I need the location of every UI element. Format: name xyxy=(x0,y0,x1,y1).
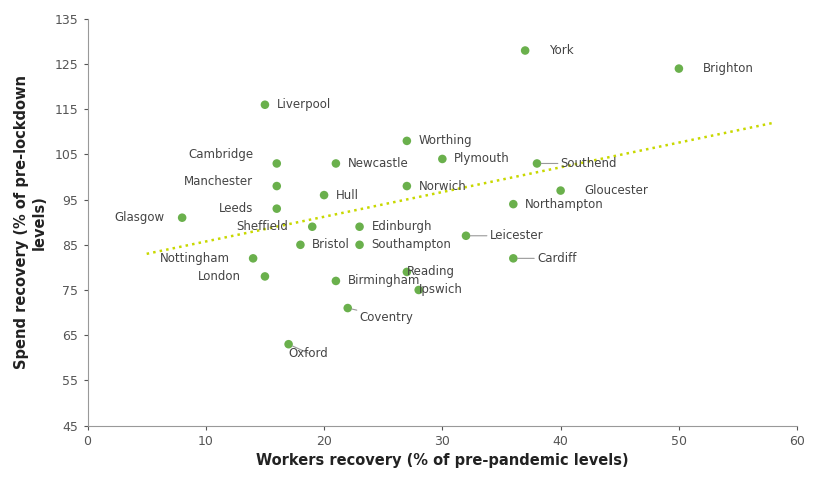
Point xyxy=(258,101,271,108)
Point xyxy=(531,160,544,167)
Text: Northampton: Northampton xyxy=(525,198,604,211)
X-axis label: Workers recovery (% of pre-pandemic levels): Workers recovery (% of pre-pandemic leve… xyxy=(256,453,629,468)
Text: Manchester: Manchester xyxy=(184,175,253,188)
Point xyxy=(282,340,295,348)
Text: Norwich: Norwich xyxy=(419,180,467,193)
Point xyxy=(518,47,532,54)
Text: Nottingham: Nottingham xyxy=(160,252,229,265)
Text: Liverpool: Liverpool xyxy=(277,98,331,111)
Text: Reading: Reading xyxy=(407,266,455,279)
Text: York: York xyxy=(549,44,573,57)
Point xyxy=(270,182,283,190)
Text: Bristol: Bristol xyxy=(312,238,350,251)
Text: Worthing: Worthing xyxy=(419,134,473,147)
Point xyxy=(400,137,414,145)
Text: Plymouth: Plymouth xyxy=(455,152,510,165)
Text: London: London xyxy=(198,270,242,283)
Point xyxy=(554,187,568,194)
Text: Leicester: Leicester xyxy=(470,229,543,242)
Y-axis label: Spend recovery (% of pre-lockdown
levels): Spend recovery (% of pre-lockdown levels… xyxy=(14,75,47,369)
Text: Southend: Southend xyxy=(541,157,618,170)
Point xyxy=(318,191,331,199)
Text: Coventry: Coventry xyxy=(352,309,414,323)
Point xyxy=(175,214,188,222)
Point xyxy=(270,205,283,213)
Point xyxy=(400,182,414,190)
Point xyxy=(247,254,260,262)
Text: Cardiff: Cardiff xyxy=(518,252,577,265)
Text: Oxford: Oxford xyxy=(288,346,328,360)
Point xyxy=(507,254,520,262)
Point xyxy=(672,65,686,72)
Text: Edinburgh: Edinburgh xyxy=(371,220,432,233)
Point xyxy=(294,241,307,249)
Point xyxy=(329,160,342,167)
Point xyxy=(305,223,319,230)
Text: Gloucester: Gloucester xyxy=(584,184,648,197)
Text: Cambridge: Cambridge xyxy=(188,148,253,161)
Point xyxy=(353,223,366,230)
Text: Glasgow: Glasgow xyxy=(115,211,165,224)
Point xyxy=(412,286,425,294)
Text: Ipswich: Ipswich xyxy=(419,283,463,296)
Text: Southampton: Southampton xyxy=(371,238,451,251)
Text: Newcastle: Newcastle xyxy=(348,157,409,170)
Text: Sheffield: Sheffield xyxy=(237,220,288,233)
Point xyxy=(258,272,271,280)
Point xyxy=(436,155,449,163)
Point xyxy=(507,201,520,208)
Text: Hull: Hull xyxy=(336,188,359,201)
Text: Leeds: Leeds xyxy=(219,202,253,215)
Point xyxy=(353,241,366,249)
Point xyxy=(342,304,355,312)
Point xyxy=(459,232,473,240)
Point xyxy=(400,268,414,276)
Text: Birmingham: Birmingham xyxy=(348,274,420,287)
Point xyxy=(270,160,283,167)
Point xyxy=(329,277,342,285)
Text: Brighton: Brighton xyxy=(703,62,753,75)
